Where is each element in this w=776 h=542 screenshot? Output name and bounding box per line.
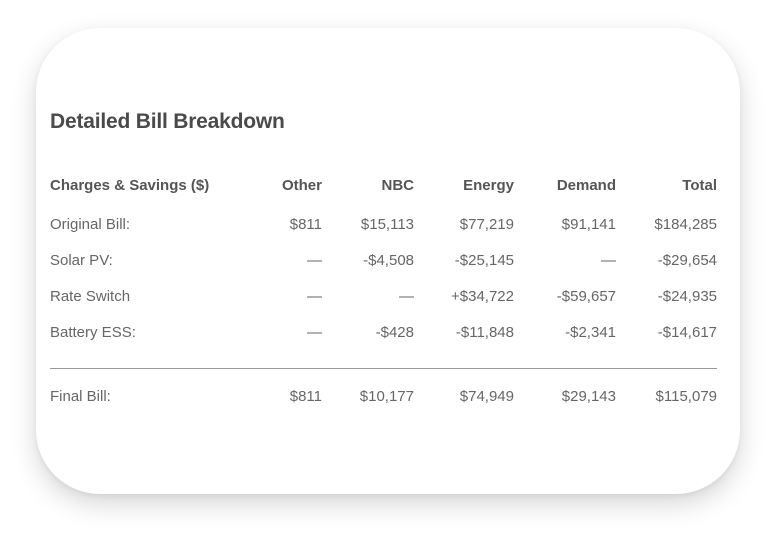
spacer-cell — [50, 369, 717, 379]
table-row-battery-ess: Battery ESS: — -$428 -$11,848 -$2,341 -$… — [50, 314, 717, 350]
cell-demand: — — [601, 251, 616, 269]
row-label: Final Bill: — [50, 387, 111, 405]
table-spacer — [50, 369, 717, 379]
cell-energy: -$11,848 — [455, 323, 514, 341]
row-label: Original Bill: — [50, 215, 131, 233]
cell-other: — — [307, 251, 322, 269]
cell-demand: $29,143 — [561, 387, 616, 405]
divider-line — [50, 350, 717, 369]
table-row-solar-pv: Solar PV: — -$4,508 -$25,145 — -$29,654 — [50, 242, 717, 278]
cell-total: -$24,935 — [657, 287, 717, 305]
row-label: Solar PV: — [50, 251, 113, 269]
cell-nbc: $10,177 — [359, 387, 414, 405]
table-row-original-bill: Original Bill: $811 $15,113 $77,219 $91,… — [50, 206, 717, 242]
cell-other: $811 — [289, 215, 322, 233]
cell-total: $115,079 — [655, 387, 717, 405]
bill-breakdown-card: Detailed Bill Breakdown Charges & Saving… — [36, 28, 740, 494]
header-energy: Energy — [463, 176, 514, 194]
header-demand: Demand — [556, 176, 616, 194]
cell-demand: $91,141 — [561, 215, 616, 233]
cell-total: $184,285 — [654, 215, 717, 233]
header-nbc: NBC — [381, 176, 415, 194]
header-other: Other — [281, 176, 322, 194]
cell-demand: -$59,657 — [556, 287, 616, 305]
cell-total: -$14,617 — [657, 323, 717, 341]
header-charges-savings: Charges & Savings ($) — [50, 176, 210, 194]
row-label: Rate Switch — [50, 287, 131, 305]
cell-other: — — [307, 287, 322, 305]
bill-breakdown-table: Charges & Savings ($) Other NBC Energy D… — [50, 168, 717, 414]
cell-nbc: $15,113 — [360, 215, 414, 233]
table-row-final-bill: Final Bill: $811 $10,177 $74,949 $29,143… — [50, 378, 717, 414]
cell-energy: $74,949 — [459, 387, 514, 405]
cell-other: $811 — [289, 387, 322, 405]
cell-nbc: — — [399, 287, 414, 305]
header-total: Total — [682, 176, 717, 194]
card-title: Detailed Bill Breakdown — [50, 110, 285, 133]
cell-demand: -$2,341 — [565, 323, 616, 341]
table-divider — [50, 350, 717, 369]
cell-nbc: -$428 — [375, 323, 414, 341]
cell-total: -$29,654 — [657, 251, 717, 269]
cell-nbc: -$4,508 — [363, 251, 414, 269]
table-header-row: Charges & Savings ($) Other NBC Energy D… — [50, 168, 717, 206]
row-label: Battery ESS: — [50, 323, 136, 341]
cell-energy: -$25,145 — [454, 251, 514, 269]
cell-other: — — [307, 323, 322, 341]
cell-energy: $77,219 — [459, 215, 514, 233]
cell-energy: +$34,722 — [451, 287, 514, 305]
table-row-rate-switch: Rate Switch — — +$34,722 -$59,657 -$24,9… — [50, 278, 717, 314]
